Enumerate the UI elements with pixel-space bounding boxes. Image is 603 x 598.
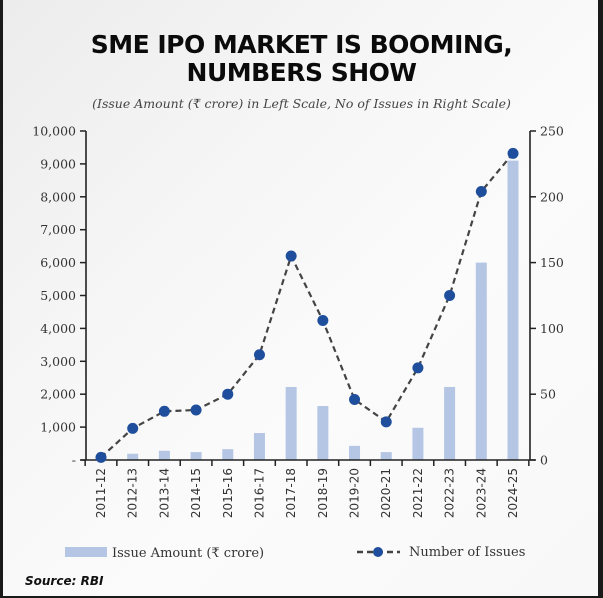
- axes: - 1,000 2,000 3,000 4,000 5,000 6,000 7,000 8,00…: [32, 124, 564, 519]
- issues-point-2023-24: [475, 186, 487, 198]
- x-tick-label: 2022-23: [443, 468, 457, 518]
- bar-2015-16: [222, 449, 234, 460]
- issues-point-2018-19: [317, 315, 329, 327]
- x-tick-label: 2012-13: [126, 468, 140, 518]
- issues-point-2011-12: [95, 451, 107, 463]
- chart-subtitle: (Issue Amount (₹ crore) in Left Scale, N…: [92, 96, 511, 111]
- x-tick-label: 2011-12: [94, 468, 108, 518]
- left-tick-label: -: [72, 453, 76, 468]
- bar-2018-19: [317, 406, 329, 460]
- right-tick-label: 0: [540, 453, 548, 468]
- left-tick-label: 9,000: [40, 156, 76, 171]
- x-tick-label: 2020-21: [379, 468, 393, 518]
- bar-2019-20: [349, 445, 361, 460]
- left-tick-label: 7,000: [40, 222, 76, 237]
- issues-point-2013-14: [158, 405, 170, 417]
- left-tick-label: 1,000: [40, 420, 76, 435]
- bar-2023-24: [475, 262, 487, 460]
- right-tick-label: 250: [540, 124, 564, 139]
- bar-2022-23: [444, 386, 456, 460]
- x-tick-label: 2024-25: [506, 468, 520, 518]
- bar-2020-21: [380, 452, 392, 460]
- left-tick-label: 4,000: [40, 321, 76, 336]
- issues-point-2012-13: [127, 422, 139, 434]
- source-note: Source: RBI: [25, 574, 104, 588]
- x-tick-label: 2015-16: [221, 468, 235, 518]
- x-tick-label: 2021-22: [411, 468, 425, 518]
- line-series: [95, 147, 519, 463]
- x-tick-label: 2016-17: [252, 468, 266, 518]
- left-tick-label: 10,000: [32, 124, 76, 139]
- left-tick-label: 6,000: [40, 255, 76, 270]
- right-tick-label: 150: [540, 255, 564, 270]
- bar-series: [127, 160, 519, 461]
- issues-point-2016-17: [253, 349, 265, 361]
- bar-2017-18: [285, 386, 297, 460]
- issues-point-2020-21: [380, 416, 392, 428]
- legend-bar-swatch: [65, 547, 107, 557]
- chart-title-line-1: SME IPO MARKET IS BOOMING,: [90, 30, 513, 59]
- x-tick-label: 2017-18: [284, 468, 298, 518]
- right-tick-label: 200: [540, 189, 564, 204]
- left-tick-label: 3,000: [40, 354, 76, 369]
- legend-line-marker: [373, 547, 383, 557]
- bar-2012-13: [127, 453, 139, 460]
- bar-2016-17: [253, 433, 265, 460]
- right-tick-label: 50: [540, 387, 556, 402]
- x-tick-label: 2018-19: [316, 468, 330, 518]
- chart-frame: [3, 0, 598, 596]
- legend-bar-label: Issue Amount (₹ crore): [112, 546, 264, 561]
- issues-point-2019-20: [349, 393, 361, 405]
- x-tick-label: 2019-20: [348, 468, 362, 518]
- legend: Issue Amount (₹ crore) Number of Issues: [65, 545, 525, 561]
- legend-line-label: Number of Issues: [409, 545, 525, 560]
- issues-point-2024-25: [507, 147, 519, 159]
- bar-2021-22: [412, 427, 424, 460]
- issues-point-2022-23: [444, 290, 456, 301]
- bar-2014-15: [190, 452, 202, 460]
- left-tick-label: 8,000: [40, 189, 76, 204]
- left-tick-label: 2,000: [40, 387, 76, 402]
- issues-point-2021-22: [412, 362, 424, 374]
- bar-2013-14: [158, 450, 170, 460]
- right-tick-label: 100: [540, 321, 564, 336]
- issues-point-2014-15: [190, 404, 202, 416]
- issues-point-2017-18: [285, 250, 297, 262]
- chart-title: SME IPO MARKET IS BOOMING, NUMBERS SHOW: [0, 31, 603, 87]
- x-tick-label: 2023-24: [474, 468, 488, 518]
- x-tick-label: 2014-15: [189, 468, 203, 518]
- issues-point-2015-16: [222, 388, 234, 400]
- chart-title-line-2: NUMBERS SHOW: [186, 58, 417, 87]
- bar-2024-25: [507, 160, 519, 461]
- left-tick-label: 5,000: [40, 288, 76, 303]
- x-tick-label: 2013-14: [157, 468, 171, 518]
